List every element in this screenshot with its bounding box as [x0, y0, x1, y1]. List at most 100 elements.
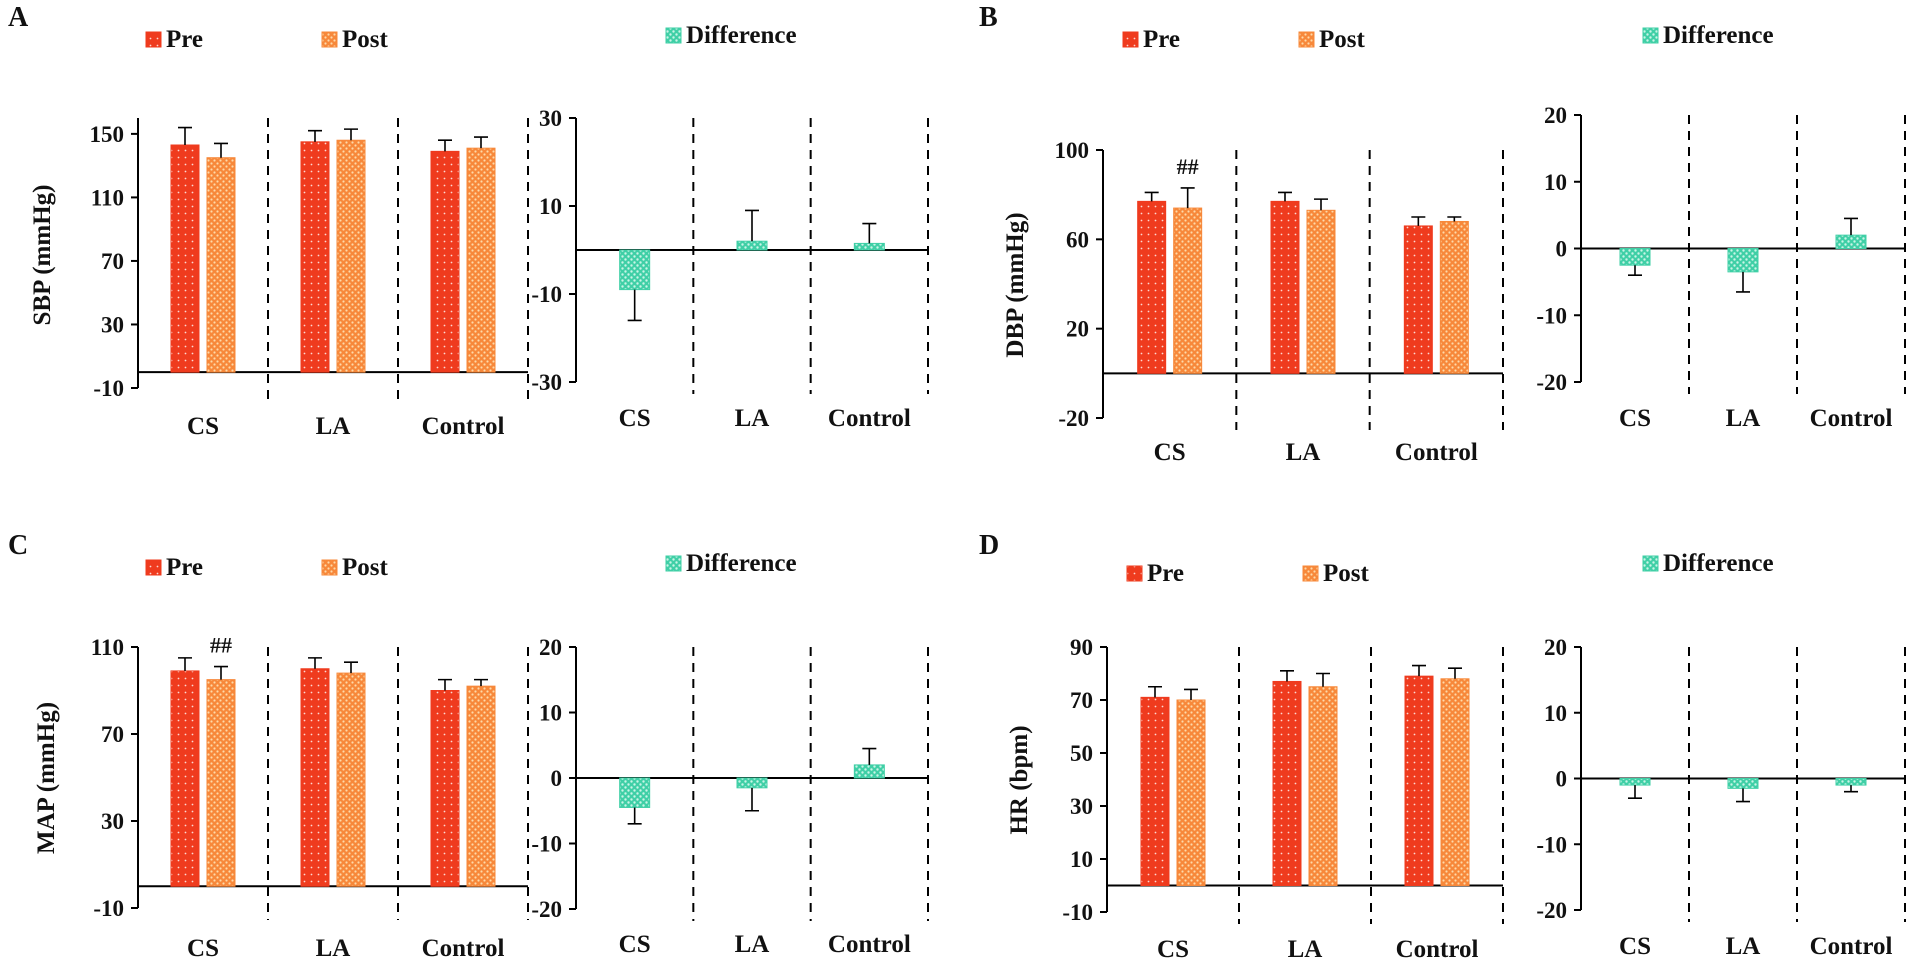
panel-b-legend-swatch-difference — [1642, 27, 1659, 44]
panel-b-legend-label-pre: Pre — [1143, 26, 1180, 53]
panel-c-legend-label-post: Post — [342, 554, 389, 581]
panel-b-left-y-tick-label: 60 — [1066, 227, 1089, 252]
panel-b-bar-pre — [1270, 200, 1300, 374]
panel-b-legend-label-post: Post — [1319, 26, 1366, 53]
panel-d-left-y-tick-label: -10 — [1062, 900, 1093, 925]
panel-d-error-bar-post — [1316, 672, 1330, 687]
panel-d-right-y-tick-label: 10 — [1544, 701, 1567, 726]
panel-c-error-bar-difference — [862, 747, 877, 765]
panel-d-error-bar-difference — [1736, 788, 1750, 803]
panel-b-bar-post — [1306, 209, 1336, 374]
panel-a-left-y-tick-label: 30 — [101, 312, 124, 337]
panel-a-right-y-tick-label: -30 — [531, 370, 562, 395]
panel-a-right-y-tick-label: 10 — [539, 194, 562, 219]
panel-c-left-y-tick-label: 30 — [101, 809, 124, 834]
panel-c-right-y-tick-label: 20 — [539, 635, 562, 660]
panel-d-error-bar-difference — [1628, 785, 1642, 800]
panel-c-right-x-tick-label: LA — [735, 931, 770, 958]
panel-c-significance-mark: ## — [210, 633, 232, 658]
panel-a-bar-pre — [300, 141, 330, 373]
panel-a-error-bar-difference — [627, 289, 642, 322]
panel-c-legend-label-pre: Pre — [166, 554, 203, 581]
panel-c-right-x-tick-label: CS — [619, 931, 651, 958]
panel-b-right-y-tick-label: -20 — [1536, 370, 1567, 395]
panel-d-left-y-tick-label: 30 — [1070, 794, 1093, 819]
panel-d-right-x-tick-label: LA — [1726, 933, 1761, 960]
panel-d-bar-difference — [1835, 778, 1867, 786]
panel-d-right-x-tick-label: CS — [1619, 933, 1651, 960]
panel-c-left-x-tick-label: LA — [316, 935, 351, 962]
panel-a-legend-swatch-pre — [145, 31, 162, 48]
panel-a-label: A — [8, 2, 29, 33]
panel-a-legend-label-post: Post — [342, 26, 389, 53]
panel-c-bar-post — [466, 685, 496, 887]
panel-a-bar-post — [466, 147, 496, 373]
panel-b-legend-swatch-post — [1298, 31, 1315, 48]
panel-a-left-x-tick-label: Control — [422, 413, 505, 440]
panel-c-legend-label-difference: Difference — [686, 550, 797, 577]
panel-d-error-bar-post — [1184, 688, 1198, 700]
panel-c-error-bar-pre — [178, 657, 192, 671]
panel-c-bar-post — [336, 672, 366, 887]
panel-c-right-x-tick-label: Control — [828, 931, 911, 958]
panel-b-bar-difference — [1727, 248, 1759, 273]
panel-a-error-bar-post — [474, 136, 488, 149]
panel-a-legend-label-difference: Difference — [686, 22, 797, 49]
panel-d-right-y-tick-label: -10 — [1536, 832, 1567, 857]
panel-c-right-y-tick-label: -20 — [531, 897, 562, 922]
panel-d-bar-post — [1308, 686, 1338, 886]
panel-a-bar-pre — [170, 144, 200, 373]
panel-a-y-axis-title: SBP (mmHg) — [29, 185, 56, 326]
panel-a-left-y-tick-label: 70 — [101, 249, 124, 274]
panel-c-legend-swatch-difference — [665, 555, 682, 572]
panel-c-label: C — [8, 530, 28, 561]
panel-d-y-axis-title: HR (bpm) — [1006, 725, 1033, 834]
panel-d-bar-pre — [1140, 696, 1170, 886]
panel-c-left-y-tick-label: 70 — [101, 722, 124, 747]
panel-c-right-y-tick-label: -10 — [531, 832, 562, 857]
panel-d-legend-swatch-pre — [1126, 565, 1143, 582]
panel-a-error-bar-pre — [308, 129, 322, 142]
panel-c-legend-swatch-post — [321, 559, 338, 576]
panel-a-legend-label-pre: Pre — [166, 26, 203, 53]
panel-d-left-y-tick-label: 70 — [1070, 688, 1093, 713]
panel-d-left-y-tick-label: 90 — [1070, 635, 1093, 660]
panel-b-bar-post — [1439, 220, 1469, 374]
panel-a-left-x-tick-label: LA — [316, 413, 351, 440]
panel-c-bar-post — [206, 679, 236, 887]
panel-a-bar-difference — [619, 249, 651, 291]
panel-c-left-y-tick-label: -10 — [93, 896, 124, 921]
panel-b-error-bar-pre — [1411, 216, 1426, 226]
panel-b-bar-pre — [1137, 200, 1167, 374]
panel-c-error-bar-difference — [627, 807, 642, 825]
panel-d-right-x-tick-label: Control — [1810, 933, 1893, 960]
panel-c-error-bar-difference — [745, 787, 759, 812]
panel-b-error-bar-difference — [1736, 271, 1750, 293]
panel-a-right-y-tick-label: -10 — [531, 282, 562, 307]
panel-c-left-y-tick-label: 110 — [91, 635, 124, 660]
panel-d-bar-post — [1176, 699, 1206, 886]
panel-d-label: D — [979, 530, 999, 561]
panel-d-legend-label-pre: Pre — [1147, 560, 1184, 587]
panel-d-right-y-tick-label: 20 — [1544, 635, 1567, 660]
panel-b-bar-difference — [1619, 248, 1651, 266]
panel-b-left-x-tick-label: LA — [1286, 439, 1321, 466]
panel-b-right-y-tick-label: 10 — [1544, 170, 1567, 195]
panel-d-bar-pre — [1272, 680, 1302, 886]
panel-a-error-bar-post — [214, 142, 228, 158]
panel-d-error-bar-difference — [1844, 785, 1858, 793]
panel-b-label: B — [979, 2, 998, 33]
panel-d-bar-difference — [1727, 778, 1759, 789]
panel-d: D Pre Post Difference 90 70 50 30 10 -10 CS LA Contr… — [979, 530, 1906, 962]
panel-a-bar-post — [206, 157, 236, 373]
panel-a-right-x-tick-label: LA — [735, 405, 770, 432]
panel-b-error-bar-post — [1447, 216, 1462, 222]
panel-a-bar-pre — [430, 150, 460, 373]
panel-b-right-x-tick-label: Control — [1810, 405, 1893, 432]
panel-c-bar-pre — [300, 668, 330, 887]
panel-d-legend-label-difference: Difference — [1663, 550, 1774, 577]
panel-b-legend-label-difference: Difference — [1663, 22, 1774, 49]
panel-b-significance-mark: ## — [1177, 154, 1199, 179]
panel-b-bar-pre — [1403, 225, 1433, 374]
panel-a-error-bar-post — [344, 128, 358, 141]
